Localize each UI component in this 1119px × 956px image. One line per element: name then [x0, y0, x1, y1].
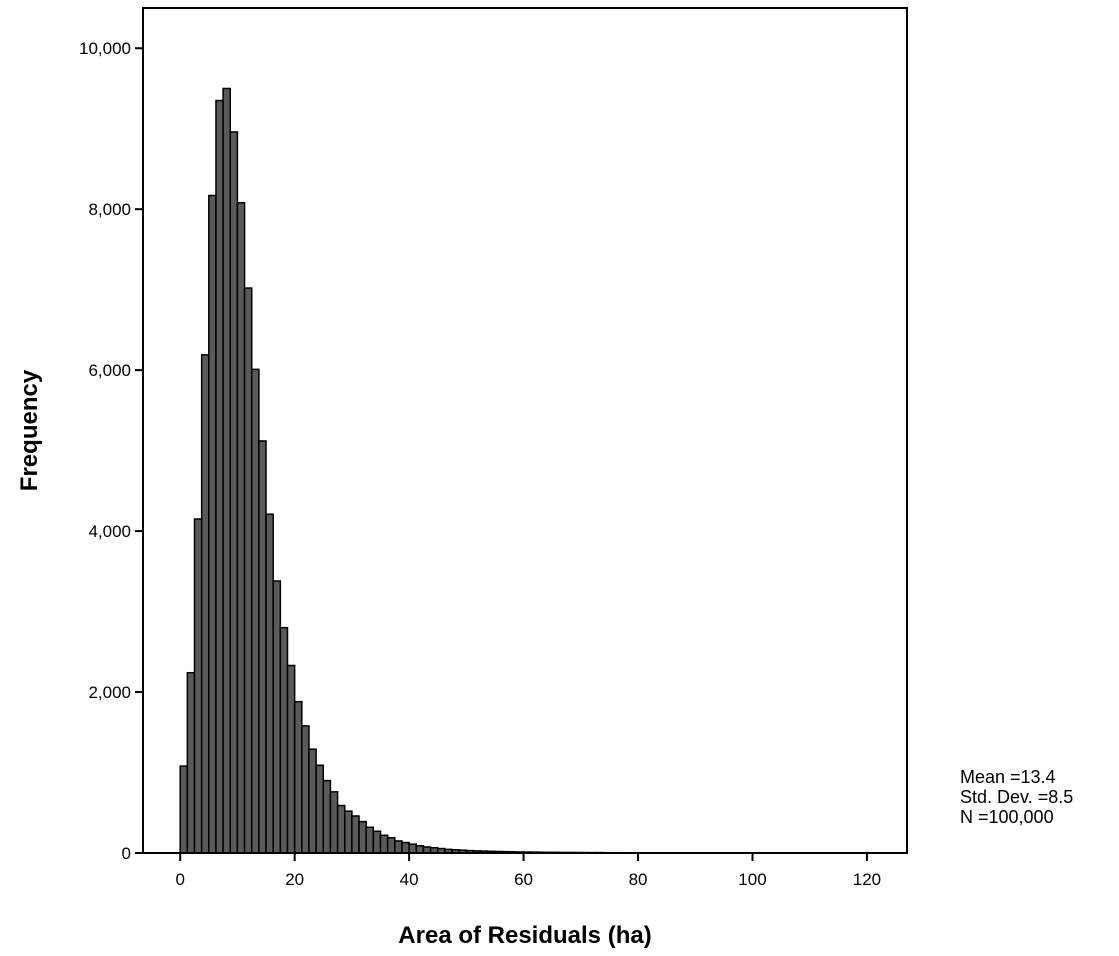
x-axis-ticks: 0 20 40 60 80 100 120: [175, 853, 881, 889]
histogram-bar: [229, 131, 239, 854]
histogram-bar: [315, 764, 325, 854]
x-tick-label: 20: [285, 870, 304, 889]
histogram-bar: [408, 843, 418, 854]
x-tick-label: 100: [738, 870, 766, 889]
histogram-bar: [379, 834, 389, 854]
stats-n: N =100,000: [960, 807, 1054, 827]
histogram-bar: [394, 840, 403, 854]
histogram-bar: [208, 194, 217, 854]
y-axis-title: Frequency: [16, 369, 43, 491]
y-tick-label: 2,000: [88, 683, 131, 702]
histogram-bar: [343, 810, 353, 854]
histogram-bar: [322, 779, 332, 854]
histogram-bar: [222, 87, 232, 854]
y-tick-label: 6,000: [88, 361, 131, 380]
histogram-bar: [250, 368, 260, 854]
histogram-bar: [265, 513, 274, 854]
histogram-bar: [258, 440, 267, 854]
histogram-bar: [365, 826, 375, 854]
y-tick-label: 4,000: [88, 522, 131, 541]
histogram-bar: [358, 820, 367, 854]
histogram-bar: [293, 700, 303, 854]
histogram-bar: [329, 791, 339, 854]
stats-std-dev: Std. Dev. =8.5: [960, 787, 1073, 807]
x-tick-label: 0: [175, 870, 184, 889]
histogram-bar: [351, 815, 360, 854]
x-tick-label: 120: [853, 870, 881, 889]
stats-mean: Mean =13.4: [960, 767, 1056, 787]
histogram-bar: [336, 804, 346, 854]
histogram-bar: [236, 202, 246, 854]
x-tick-label: 60: [514, 870, 533, 889]
y-tick-label: 0: [122, 844, 131, 863]
histogram-bar: [386, 836, 396, 854]
y-tick-label: 8,000: [88, 200, 131, 219]
histogram-bar: [415, 845, 425, 854]
histogram-bar: [186, 671, 196, 854]
histogram-bar: [200, 354, 210, 854]
histogram-bar: [279, 626, 289, 854]
histogram-bar: [308, 748, 317, 854]
x-tick-label: 40: [400, 870, 419, 889]
y-axis-ticks: 0 2,000 4,000 6,000 8,000 10,000: [79, 39, 143, 863]
histogram-bar: [372, 830, 382, 854]
histogram-bar: [179, 765, 189, 854]
y-tick-label: 10,000: [79, 39, 131, 58]
x-tick-label: 80: [629, 870, 648, 889]
histogram-bar: [401, 841, 410, 854]
x-axis-title: Area of Residuals (ha): [398, 922, 651, 949]
histogram-bar: [272, 580, 282, 854]
plot-frame: [142, 7, 908, 854]
histogram-bar: [243, 287, 253, 854]
histogram-bar: [215, 99, 224, 854]
histogram-bar: [286, 664, 296, 854]
histogram-bar: [301, 725, 310, 854]
histogram-bar: [193, 518, 203, 854]
